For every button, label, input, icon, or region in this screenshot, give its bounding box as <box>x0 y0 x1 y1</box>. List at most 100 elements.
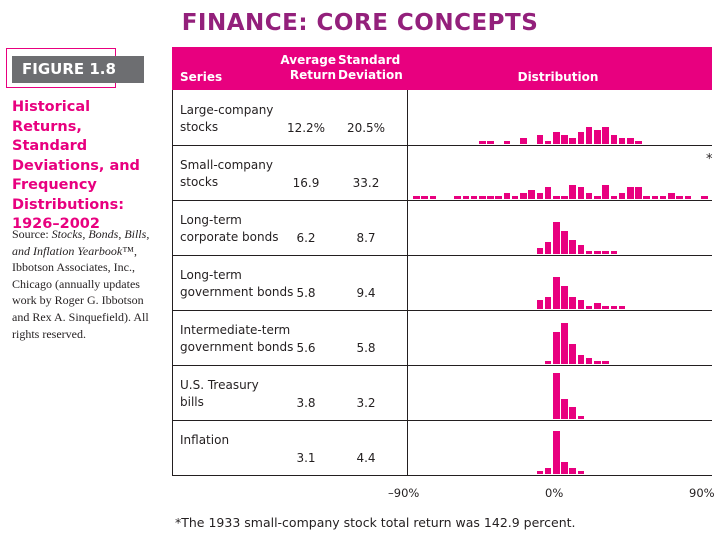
distribution-bar <box>544 297 552 309</box>
figure-title-line: 1926–2002 <box>12 216 100 232</box>
header-average-return: Average Return <box>278 53 336 83</box>
figure-title-line: Deviations, and <box>12 157 140 174</box>
distribution-bar <box>627 187 634 199</box>
distribution-bar <box>668 193 675 199</box>
series-name: Small-company stocks <box>180 157 273 191</box>
distribution-bar <box>561 285 568 309</box>
standard-deviation-value: 20.5% <box>346 121 386 135</box>
distribution-bar <box>635 187 642 199</box>
distribution-bar <box>602 126 609 144</box>
distribution-bar <box>635 141 642 144</box>
distribution-bar <box>585 358 593 364</box>
distribution-bar <box>413 196 420 199</box>
table-header <box>172 47 712 90</box>
distribution-bar <box>511 196 519 199</box>
distribution-bar <box>536 248 544 254</box>
figure-title-line: Standard <box>12 138 88 154</box>
series-name-line2: stocks <box>180 175 219 189</box>
distribution-bar <box>561 196 568 199</box>
distribution-bar <box>503 141 511 144</box>
distribution-bar <box>536 135 544 144</box>
distribution-bar <box>544 468 552 474</box>
distribution-bar <box>594 303 601 309</box>
series-name-line2: government bonds <box>180 285 294 299</box>
distribution-bar <box>643 196 650 199</box>
figure-title: Historical Returns, Standard Deviations,… <box>12 98 162 235</box>
series-name: Intermediate-term government bonds <box>180 322 293 356</box>
distribution-bar <box>602 251 609 254</box>
distribution-bar <box>462 196 470 199</box>
distribution-bar <box>618 306 626 309</box>
distribution-bar <box>676 196 683 199</box>
distribution-bar <box>577 471 585 474</box>
header-sd-line2: Deviation <box>338 68 403 82</box>
distribution-bar <box>577 132 585 144</box>
distribution-bar <box>544 242 552 254</box>
average-return-value: 16.9 <box>292 176 320 190</box>
distribution-bar <box>561 398 568 419</box>
distribution-bar <box>610 251 618 254</box>
standard-deviation-value: 8.7 <box>356 231 376 245</box>
distribution-bar <box>585 251 593 254</box>
distribution-bar <box>536 193 544 199</box>
header-average-line2: Return <box>289 68 336 82</box>
axis-label-min: –90% <box>388 486 420 500</box>
source-credit: ™, Ibbotson Associates, Inc., Chicago (a… <box>12 243 144 324</box>
source-publication: Stocks, Bonds, Bills, and Inflation Year… <box>12 227 150 258</box>
average-return-value: 5.8 <box>296 286 316 300</box>
distribution-bar <box>585 306 593 309</box>
distribution-bar <box>577 300 585 309</box>
average-return-value: 12.2% <box>286 121 326 135</box>
row-divider <box>172 310 712 311</box>
footnote: *The 1933 small-company stock total retu… <box>175 515 576 530</box>
distribution-bar <box>470 196 478 199</box>
distribution-bar <box>569 343 576 364</box>
header-average-line1: Average <box>280 53 336 67</box>
distribution-bar <box>594 251 601 254</box>
row-divider <box>172 200 712 201</box>
distribution-bar <box>454 196 461 199</box>
standard-deviation-value: 33.2 <box>352 176 380 190</box>
distribution-bar <box>503 193 511 199</box>
source-prefix: Source: <box>12 227 52 241</box>
distribution-bar <box>602 361 609 364</box>
standard-deviation-value: 5.8 <box>356 341 376 355</box>
distribution-bar <box>487 141 494 144</box>
distribution-bar <box>618 193 626 199</box>
header-sd-line1: Standard <box>338 53 401 67</box>
distribution-bar <box>569 184 576 199</box>
series-name-line2: corporate bonds <box>180 230 279 244</box>
distribution-bar <box>479 141 486 144</box>
distribution-bar <box>520 193 527 199</box>
distribution-bar <box>561 230 568 254</box>
table-column-divider <box>407 90 408 476</box>
distribution-bar <box>561 323 568 364</box>
distribution-bar <box>553 332 560 364</box>
series-name-line1: Intermediate-term <box>180 323 291 337</box>
standard-deviation-value: 9.4 <box>356 286 376 300</box>
distribution-bar <box>553 196 560 199</box>
distribution-bar <box>553 372 560 419</box>
distribution-bar <box>544 187 552 199</box>
series-name-line1: Large-company <box>180 103 274 117</box>
series-name-line2: government bonds <box>180 340 294 354</box>
distribution-bar <box>618 138 626 144</box>
distribution-bar <box>585 193 593 199</box>
average-return-value: 3.1 <box>296 451 316 465</box>
header-series: Series <box>180 70 223 84</box>
distribution-bar <box>487 196 494 199</box>
footnote-marker: * <box>706 152 713 167</box>
figure-title-line: Distributions: <box>12 196 125 213</box>
row-divider <box>172 255 712 256</box>
figure-label: FIGURE 1.8 <box>12 56 144 83</box>
figure-title-line: Historical Returns, <box>12 99 91 135</box>
axis-label-max: 90% <box>689 486 715 500</box>
series-name: U.S. Treasury bills <box>180 377 259 411</box>
distribution-bar <box>577 187 585 199</box>
distribution-bar <box>577 416 585 419</box>
distribution-bar <box>577 355 585 364</box>
distribution-bar <box>561 462 568 474</box>
figure-source: Source: Stocks, Bonds, Bills, and Inflat… <box>12 226 162 342</box>
distribution-bar <box>659 196 667 199</box>
distribution-bar <box>553 277 560 309</box>
